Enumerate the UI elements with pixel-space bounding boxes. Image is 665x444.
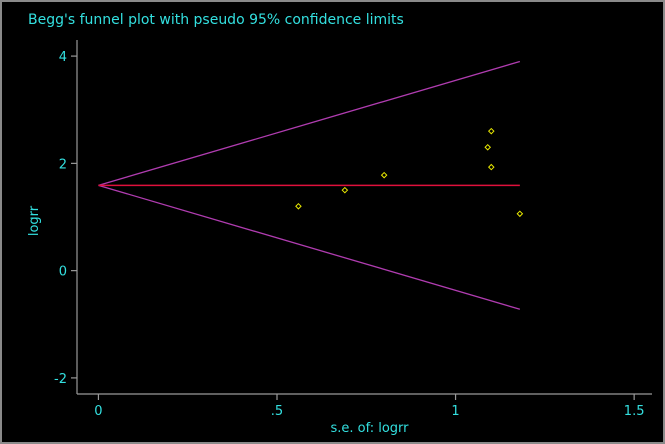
data-point (487, 127, 495, 135)
y-tick-label: 2 (59, 157, 67, 172)
lower-confidence-limit (98, 184, 521, 310)
x-tick-label: 1 (451, 404, 459, 419)
data-point (487, 163, 495, 171)
y-ticks: -2 0 2 4 (54, 50, 77, 387)
x-axis-label: s.e. of: logrr (330, 421, 409, 436)
y-tick-label: -2 (54, 372, 67, 387)
data-point (484, 143, 492, 151)
plot-lines (98, 60, 521, 310)
data-points (295, 127, 524, 218)
axes: 0 .5 1 1.5 -2 0 2 4 (54, 40, 652, 419)
y-axis-label: logrr (27, 205, 42, 236)
y-tick-label: 0 (59, 265, 67, 280)
data-point (341, 186, 349, 194)
x-tick-label: 1.5 (624, 404, 645, 419)
data-point (295, 202, 302, 210)
y-tick-label: 4 (59, 50, 67, 65)
data-point (380, 171, 388, 179)
data-point (516, 210, 524, 218)
x-tick-label: .5 (271, 404, 283, 419)
x-ticks: 0 .5 1 1.5 (94, 394, 644, 419)
upper-confidence-limit (98, 60, 521, 186)
x-tick-label: 0 (94, 404, 102, 419)
chart-title: Begg's funnel plot with pseudo 95% confi… (28, 12, 404, 28)
